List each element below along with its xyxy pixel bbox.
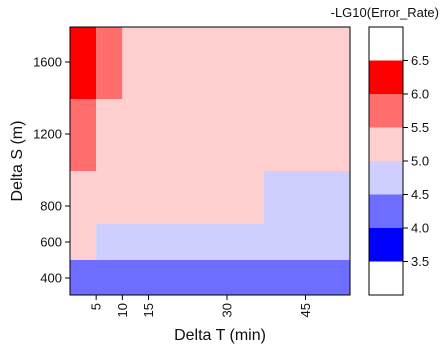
colorbar-segment-3 [369,127,403,161]
x-axis: 5 10 15 30 45 [89,295,313,317]
colorbar-segment-4 [369,161,403,195]
colorbar-tick-label-3: 5.0 [411,154,429,169]
heatmap-cell-4 [263,171,350,224]
heatmap-cell-8 [96,27,123,99]
plot-frame [69,26,351,296]
colorbar-tick-label-1: 4.0 [411,221,429,236]
x-tick-label-15: 15 [141,303,156,317]
colorbar-tick-label-5: 6.0 [411,87,429,102]
x-tick-label-30: 30 [220,303,235,317]
x-tick-label-5: 5 [89,303,104,310]
y-tick-label-1200: 1200 [33,127,62,142]
y-axis: 400 600 800 1200 1600 [33,55,70,286]
y-tick-label-600: 600 [40,235,62,250]
heatmap-cell-7 [70,27,97,99]
heatmap-cell-1 [70,224,97,260]
x-tick-label-45: 45 [298,303,313,317]
y-tick-label-800: 800 [40,199,62,214]
colorbar-segment-1 [369,60,403,94]
colorbar-tick-label-0: 3.5 [411,254,429,269]
heatmap-cell-2 [96,224,351,260]
heatmap-cell-0 [70,260,350,295]
colorbar-segment-0 [369,27,403,61]
heatmap-cell-6 [96,99,351,171]
x-axis-title: Delta T (min) [174,327,266,344]
colorbar-segment-6 [369,228,403,262]
x-tick-label-10: 10 [115,303,130,317]
heatmap-cell-9 [122,27,350,99]
colorbar-tick-label-6: 6.5 [411,53,429,68]
heatmap-cell-3 [70,171,264,224]
y-tick-label-400: 400 [40,271,62,286]
colorbar-segment-5 [369,194,403,228]
colorbar-title: -LG10(Error_Rate) [331,5,439,20]
colorbar-tick-label-2: 4.5 [411,187,429,202]
y-tick-label-1600: 1600 [33,55,62,70]
colorbar-segment-7 [369,261,403,295]
y-axis-title: Delta S (m) [9,121,26,202]
colorbar-tick-label-4: 5.5 [411,120,429,135]
colorbar: 3.5 4.0 4.5 5.0 5.5 6.0 6.5 [368,26,429,296]
heatmap-cells [70,27,351,295]
colorbar-segment-2 [369,94,403,128]
heatmap-cell-5 [70,99,97,171]
